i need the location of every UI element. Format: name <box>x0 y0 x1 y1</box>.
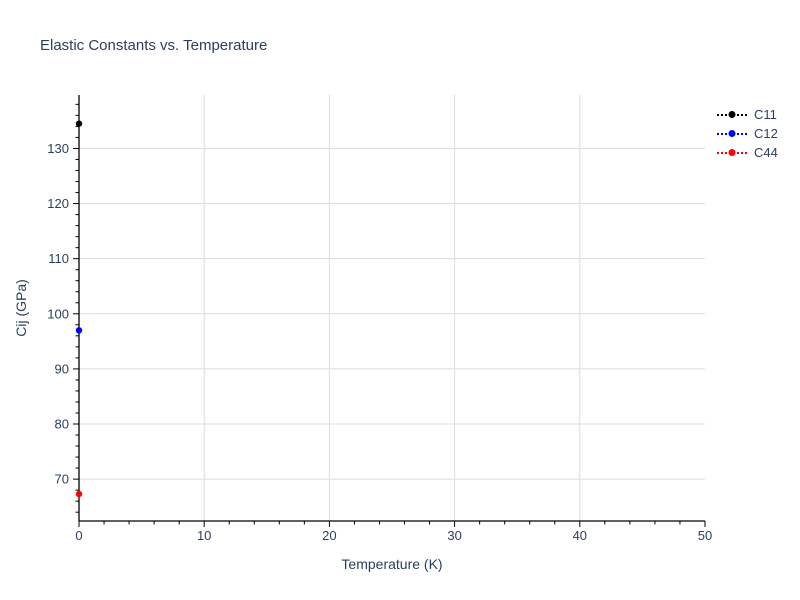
data-point-c12[interactable] <box>75 327 83 334</box>
x-tick-label: 0 <box>75 528 82 543</box>
legend-item-c12[interactable]: C12 <box>717 124 778 143</box>
legend-marker-c11-icon <box>717 111 747 118</box>
legend: C11 C12 C44 <box>717 105 778 162</box>
x-tick-label: 40 <box>573 528 587 543</box>
x-tick-label: 10 <box>197 528 211 543</box>
y-axis-label: Cij (GPa) <box>13 279 29 337</box>
y-tick-label: 120 <box>47 196 69 211</box>
x-tick-label: 50 <box>698 528 712 543</box>
legend-marker-c12-icon <box>717 130 747 137</box>
x-axis-label: Temperature (K) <box>341 556 443 572</box>
legend-label: C12 <box>754 126 778 141</box>
y-tick-label: 80 <box>55 417 69 432</box>
legend-label: C44 <box>754 145 778 160</box>
y-tick-label: 110 <box>48 251 69 266</box>
legend-item-c44[interactable]: C44 <box>717 143 778 162</box>
y-tick-label: 70 <box>55 472 69 487</box>
data-point-c11[interactable] <box>75 120 83 127</box>
chart-title: Elastic Constants vs. Temperature <box>40 37 268 54</box>
x-tick-label: 20 <box>322 528 336 543</box>
legend-label: C11 <box>754 107 777 122</box>
y-tick-label: 100 <box>47 306 69 321</box>
y-tick-label: 130 <box>47 141 69 156</box>
legend-marker-c44-icon <box>717 149 747 156</box>
y-tick-label: 90 <box>55 361 69 376</box>
legend-item-c11[interactable]: C11 <box>717 105 778 124</box>
data-point-c44[interactable] <box>75 490 83 498</box>
x-tick-label: 30 <box>447 528 461 543</box>
